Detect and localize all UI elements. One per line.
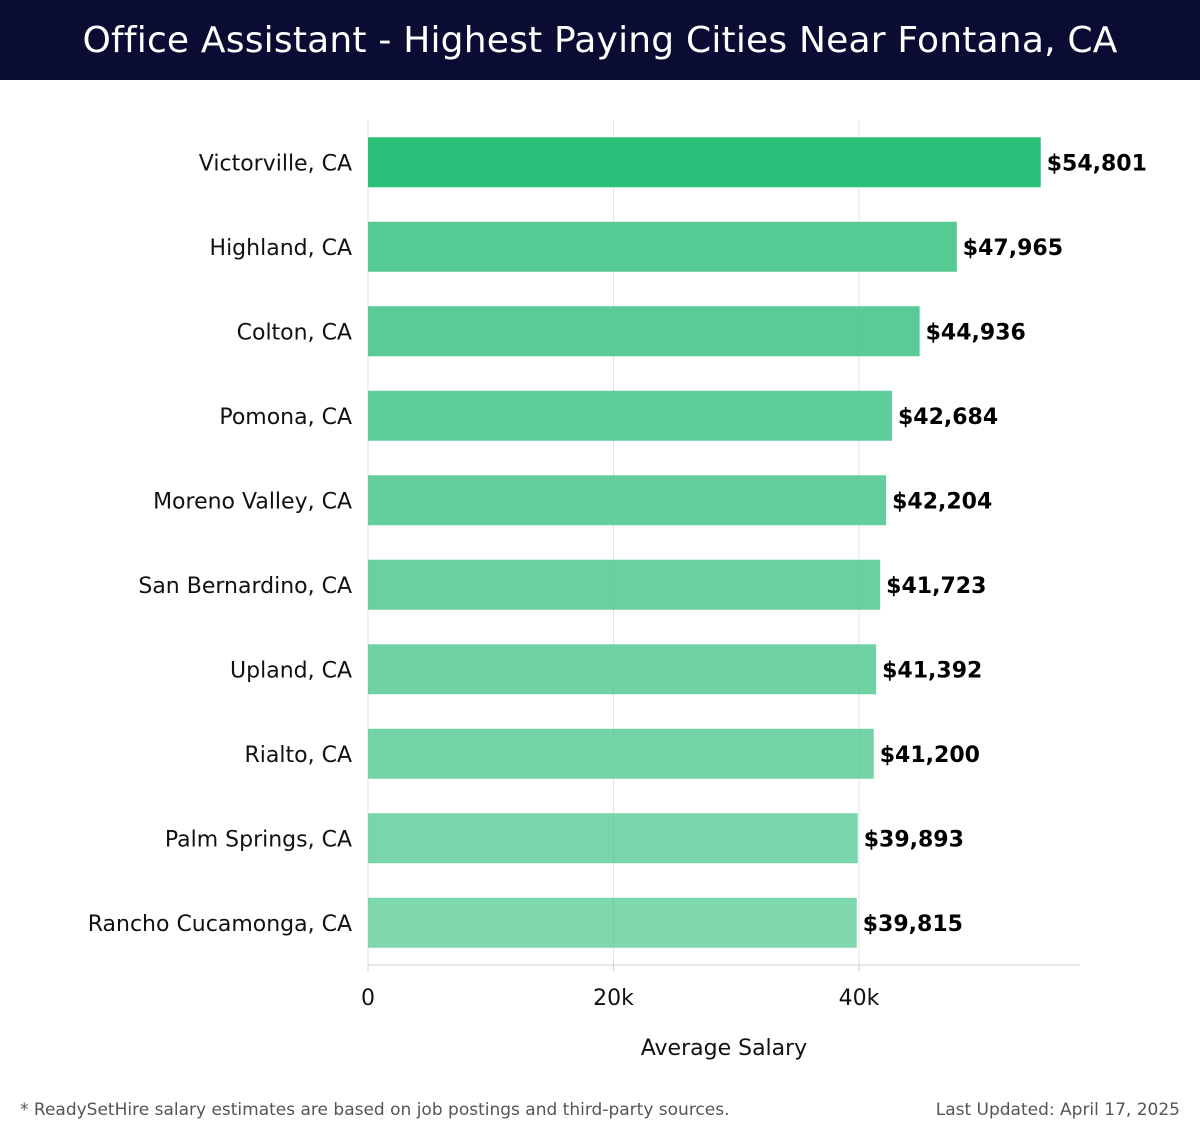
x-axis-title: Average Salary [641, 1036, 807, 1061]
value-label: $41,200 [880, 743, 980, 768]
chart-area: 0 20k 40k Victorville, CA $54,801 Highland, C… [0, 80, 1200, 1080]
chart-title: Office Assistant - Highest Paying Cities… [82, 19, 1118, 61]
value-label: $39,815 [863, 912, 963, 937]
value-label: $44,936 [926, 320, 1026, 345]
value-label: $47,965 [963, 236, 1063, 261]
x-tick-label: 20k [593, 986, 634, 1011]
category-label: Upland, CA [230, 658, 352, 683]
category-label: Highland, CA [210, 236, 352, 261]
category-label: Rialto, CA [245, 743, 352, 768]
bar-chart: 0 20k 40k Victorville, CA $54,801 Highland, C… [88, 120, 1147, 1061]
value-label: $41,392 [882, 658, 982, 683]
bar [368, 897, 857, 948]
value-label: $54,801 [1047, 151, 1147, 176]
bar [368, 137, 1041, 188]
bar [368, 728, 874, 779]
bar [368, 221, 957, 272]
category-label: Colton, CA [237, 320, 352, 345]
value-label: $42,204 [892, 489, 992, 514]
value-label: $41,723 [886, 574, 986, 599]
x-tick-label: 0 [361, 986, 375, 1011]
category-label: San Bernardino, CA [138, 574, 352, 599]
value-label: $39,893 [864, 827, 964, 852]
bar [368, 475, 887, 526]
last-updated: Last Updated: April 17, 2025 [935, 1100, 1180, 1120]
bar [368, 813, 858, 864]
footer-disclaimer: * ReadySetHire salary estimates are base… [20, 1100, 730, 1120]
category-label: Pomona, CA [219, 405, 352, 430]
category-label: Victorville, CA [199, 151, 352, 176]
category-label: Rancho Cucamonga, CA [88, 912, 352, 937]
category-label: Palm Springs, CA [165, 827, 352, 852]
bar [368, 559, 881, 610]
bar [368, 390, 892, 441]
category-label: Moreno Valley, CA [153, 489, 352, 514]
bar [368, 306, 920, 357]
value-label: $42,684 [898, 405, 998, 430]
chart-header: Office Assistant - Highest Paying Cities… [0, 0, 1200, 80]
x-tick-label: 40k [839, 986, 880, 1011]
bar [368, 644, 877, 695]
